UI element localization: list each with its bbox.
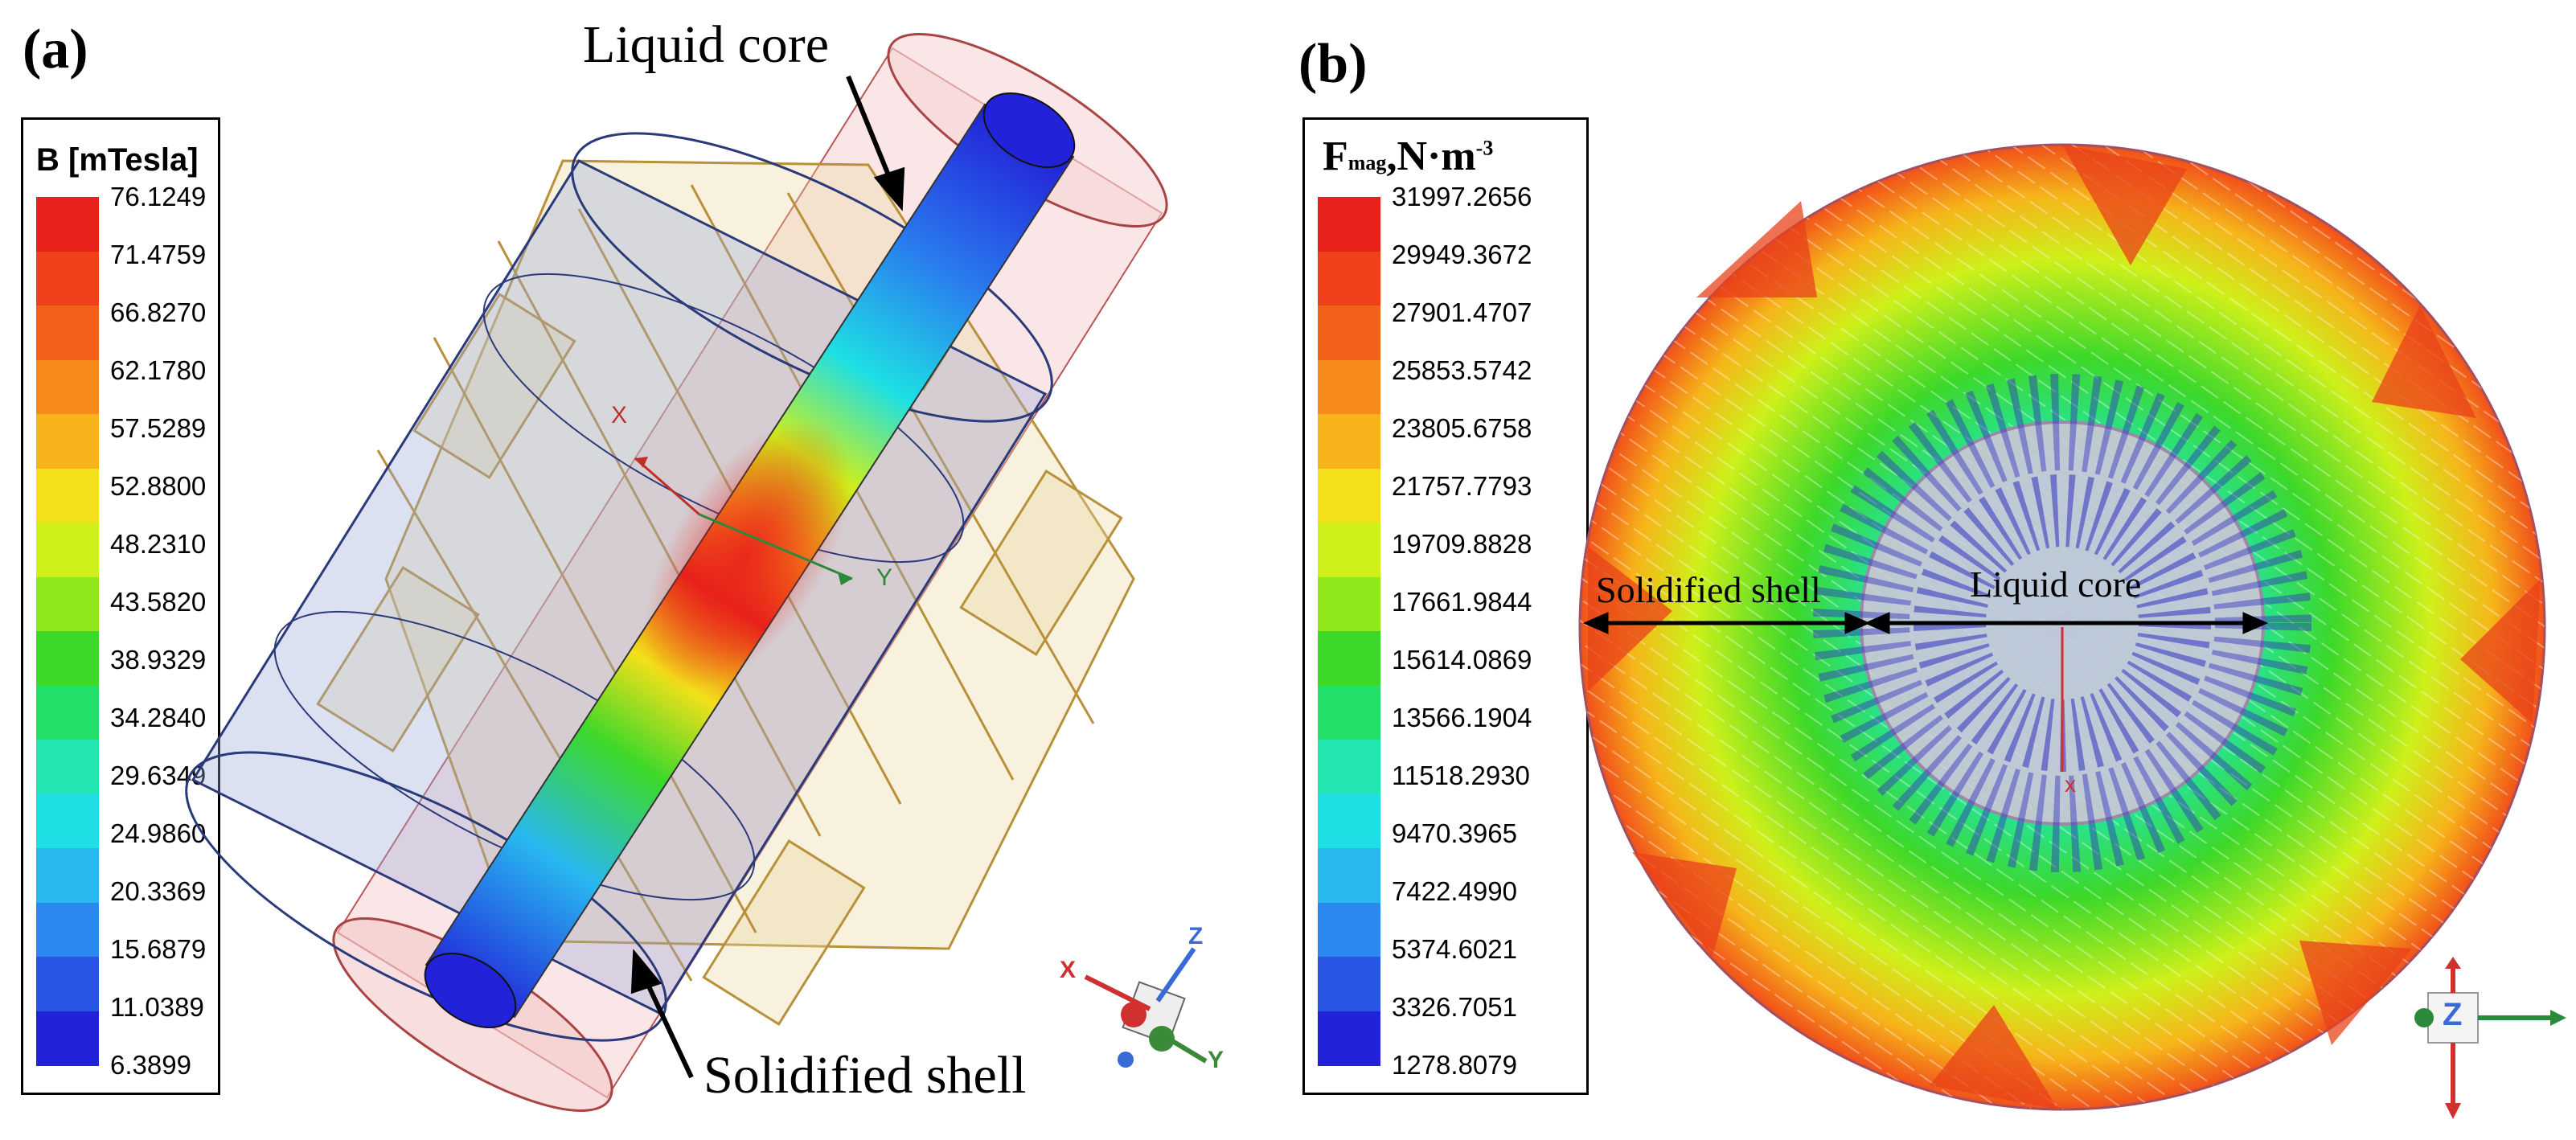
triad-z-label-b: Z (2443, 997, 2463, 1032)
colorbar-tick-label: 9470.3965 (1392, 818, 1517, 848)
colorbar-tick-label: 3326.7051 (1392, 992, 1517, 1022)
colorbar-tick-label: 5374.6021 (1392, 934, 1517, 964)
colorbar-segment (36, 793, 99, 849)
colorbar-tick-label: 66.8270 (110, 297, 207, 327)
local-axes (634, 457, 853, 585)
colorbar-tick-label: 6.3899 (110, 1050, 191, 1080)
colorbar-tick-label: 57.5289 (110, 413, 207, 443)
colorbar-segment (36, 1011, 99, 1066)
colorbar-tick-label: 48.2310 (110, 529, 207, 559)
colorbar-segment (1318, 685, 1380, 740)
liquid-core-bar (424, 92, 1076, 1029)
colorbar-b (1318, 197, 1380, 1066)
colorbar-segment (36, 468, 99, 523)
colorbar-a (36, 197, 99, 1066)
colorbar-tick-label: 29949.3672 (1392, 240, 1532, 269)
colorbar-segment (1318, 468, 1380, 523)
colorbar-segment (1318, 631, 1380, 687)
colorbar-segment (36, 631, 99, 687)
colorbar-segment (1318, 576, 1380, 632)
axis-marker-b: x (2065, 772, 2076, 797)
colorbar-tick-label: 15.6879 (110, 934, 207, 964)
legend-b: Fmag,N·m-3 31997.2656 29949.3672 27901.470… (1302, 117, 1589, 1095)
colorbar-segment (36, 740, 99, 795)
colorbar-segment (36, 576, 99, 632)
colorbar-tick-label: 11518.2930 (1392, 761, 1530, 790)
colorbar-tick-label: 76.1249 (110, 182, 207, 211)
colorbar-tick-label: 62.1780 (110, 355, 207, 385)
colorbar-segment (1318, 251, 1380, 306)
colorbar-segment (36, 197, 99, 252)
colorbar-tick-label: 31997.2656 (1392, 182, 1532, 211)
colorbar-segment (36, 957, 99, 1012)
colorbar-tick-label: 17661.9844 (1392, 587, 1532, 617)
legend-a: B [mTesla] 76.1249 71.4759 66.8270 62.1780 5… (21, 117, 220, 1095)
colorbar-segment (1318, 359, 1380, 415)
colorbar-segment (1318, 197, 1380, 252)
legend-a-title: B [mTesla] (36, 142, 199, 178)
colorbar-tick-label: 1278.8079 (1392, 1050, 1517, 1080)
panel-a-label: (a) (23, 18, 88, 80)
colorbar-segment (1318, 793, 1380, 849)
colorbar-tick-label: 7422.4990 (1392, 876, 1517, 906)
triad-z-label-a: Z (1188, 923, 1204, 949)
colorbar-tick-label: 13566.1904 (1392, 703, 1532, 732)
annotation-liquid-core-a: Liquid core (583, 15, 830, 74)
triad-a-icon (1084, 947, 1208, 1068)
triad-b-icon (2414, 957, 2566, 1119)
colorbar-segment (36, 414, 99, 470)
dimension-lines (1582, 612, 2269, 634)
colorbar-segment (36, 848, 99, 904)
colorbar-segment (1318, 523, 1380, 578)
colorbar-tick-label: 27901.4707 (1392, 297, 1532, 327)
triad-x-label-a: X (1060, 957, 1077, 983)
colorbar-tick-label: 20.3369 (110, 876, 207, 906)
label-liquid-core-b: Liquid core (1970, 564, 2142, 605)
colorbar-tick-label: 34.2840 (110, 703, 207, 732)
axis-x-label-a: X (611, 402, 628, 429)
colorbar-segment (1318, 848, 1380, 904)
triad-y-label-a: Y (1208, 1047, 1224, 1073)
colorbar-tick-label: 21757.7793 (1392, 471, 1532, 501)
colorbar-segment (1318, 957, 1380, 1012)
colorbar-tick-label: 43.5820 (110, 587, 207, 617)
colorbar-tick-label: 38.9329 (110, 645, 207, 675)
colorbar-segment (1318, 306, 1380, 361)
colorbar-tick-label: 52.8800 (110, 471, 207, 501)
colorbar-tick-label: 19709.8828 (1392, 529, 1532, 559)
colorbar-tick-label: 11.0389 (110, 992, 204, 1022)
colorbar-tick-label: 71.4759 (110, 240, 207, 269)
colorbar-segment (36, 523, 99, 578)
colorbar-segment (1318, 902, 1380, 958)
colorbar-tick-label: 25853.5742 (1392, 355, 1532, 385)
colorbar-segment (36, 251, 99, 306)
annotation-solidified-shell-a: Solidified shell (703, 1046, 1027, 1105)
colorbar-segment (36, 359, 99, 415)
colorbar-tick-label: 15614.0869 (1392, 645, 1532, 675)
colorbar-segment (1318, 1011, 1380, 1066)
legend-b-title: Fmag,N·m-3 (1323, 133, 1494, 179)
colorbar-segment (1318, 414, 1380, 470)
colorbar-segment (1318, 740, 1380, 795)
panel-b-label: (b) (1298, 33, 1368, 95)
colorbar-segment (36, 306, 99, 361)
colorbar-tick-label: 23805.6758 (1392, 413, 1532, 443)
annotation-arrows (630, 75, 905, 1079)
colorbar-segment (36, 902, 99, 958)
colorbar-tick-label: 24.9860 (110, 818, 207, 848)
axis-y-label-a: Y (876, 564, 893, 591)
colorbar-segment (36, 685, 99, 740)
label-solidified-shell-b: Solidified shell (1596, 569, 1821, 610)
